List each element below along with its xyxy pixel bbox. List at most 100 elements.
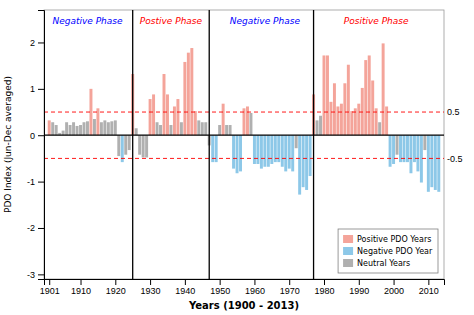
x-tick: 1940 <box>175 279 195 296</box>
x-axis-title: Years (1900 - 2013) <box>188 300 299 311</box>
bar <box>117 135 120 156</box>
bar <box>340 104 343 136</box>
x-tick-label: 1970 <box>280 286 300 296</box>
legend-label: Neutral Years <box>357 259 410 268</box>
bar <box>295 135 298 148</box>
x-tick-label: 1950 <box>210 286 230 296</box>
bar <box>76 126 79 135</box>
bar <box>409 135 412 173</box>
y-axis-title: PDO Index (Jun-Dec averaged) <box>3 76 13 213</box>
bar <box>364 60 367 135</box>
phase-boundary <box>313 10 314 279</box>
bar <box>51 122 54 135</box>
bar <box>319 116 322 135</box>
bar <box>166 94 169 135</box>
bar <box>163 74 166 135</box>
y-tick: 1 <box>30 84 44 94</box>
x-tick-mark <box>428 279 429 285</box>
bar <box>437 135 440 192</box>
bar <box>100 122 103 135</box>
bar <box>107 122 110 135</box>
bar <box>79 125 82 135</box>
legend-label: Positive PDO Years <box>357 235 431 244</box>
x-tick-mark <box>220 279 221 285</box>
bar <box>110 121 113 135</box>
x-tick-label: 1920 <box>106 286 126 296</box>
bar <box>288 135 291 168</box>
x-tick: 1930 <box>141 279 161 296</box>
x-axis-line <box>45 280 445 286</box>
x-tick: 2000 <box>384 279 404 296</box>
x-tick-label: 1980 <box>314 286 334 296</box>
y-tick-label: 2 <box>30 38 35 48</box>
y2-axis: -0.5 0.5 <box>444 11 463 280</box>
bar <box>357 104 360 136</box>
bar <box>173 106 176 135</box>
bar <box>138 135 141 154</box>
bar <box>55 125 58 135</box>
bar <box>103 120 106 135</box>
bar <box>298 135 301 194</box>
y-tick: 0 <box>30 131 44 141</box>
bar <box>350 111 353 135</box>
bar <box>169 125 172 135</box>
bar <box>159 125 162 135</box>
y-tick-mark <box>38 135 44 136</box>
bar <box>427 135 430 192</box>
bar <box>249 113 252 135</box>
y2-tick: -0.5 <box>444 154 463 164</box>
bar <box>260 135 263 168</box>
x-tick-mark <box>185 279 186 285</box>
bar <box>218 125 221 135</box>
bar <box>256 135 259 164</box>
bar <box>236 135 239 173</box>
y2-tick: 0.5 <box>444 107 460 117</box>
bar <box>316 120 319 135</box>
bar <box>423 135 426 150</box>
bar <box>361 88 364 135</box>
bar <box>267 135 270 167</box>
y-tick-mark <box>38 89 44 90</box>
bar <box>156 122 159 135</box>
bar <box>197 120 200 135</box>
bar <box>420 135 423 182</box>
x-tick-label: 1990 <box>349 286 369 296</box>
y-tick: -1 <box>27 177 44 187</box>
bar <box>246 106 249 135</box>
bar <box>65 122 68 135</box>
phase-label: Positive Phase <box>344 16 409 26</box>
bar <box>83 122 86 135</box>
bar <box>336 106 339 135</box>
bar <box>368 55 371 135</box>
x-tick-label: 1930 <box>141 286 161 296</box>
bar <box>434 135 437 190</box>
x-tick-label: 1910 <box>71 286 91 296</box>
x-tick: 1960 <box>245 279 265 296</box>
x-tick-mark <box>394 279 395 285</box>
x-tick-mark <box>150 279 151 285</box>
bar <box>229 125 232 135</box>
bar <box>183 62 186 135</box>
bar <box>270 135 273 164</box>
x-tick-mark <box>81 279 82 285</box>
bar <box>239 135 242 171</box>
bar <box>333 83 336 135</box>
bar <box>128 135 131 150</box>
x-tick-mark <box>49 279 50 285</box>
y-tick-mark <box>38 274 44 275</box>
bar <box>225 125 228 135</box>
legend-swatch <box>343 259 353 267</box>
bar <box>190 48 193 135</box>
bar <box>253 135 256 164</box>
x-tick-label: 2010 <box>419 286 439 296</box>
y-tick-mark <box>38 182 44 183</box>
bar <box>385 106 388 135</box>
legend-item: Negative PDO Year <box>343 247 433 256</box>
x-tick-mark <box>324 279 325 285</box>
plot: 1901191019201930194019501960197019801990… <box>27 10 463 296</box>
bar <box>305 135 308 190</box>
y-axis: -3-2-1012 <box>27 11 45 280</box>
bar <box>187 53 190 136</box>
x-tick: 1920 <box>106 279 126 296</box>
bar <box>392 135 395 164</box>
